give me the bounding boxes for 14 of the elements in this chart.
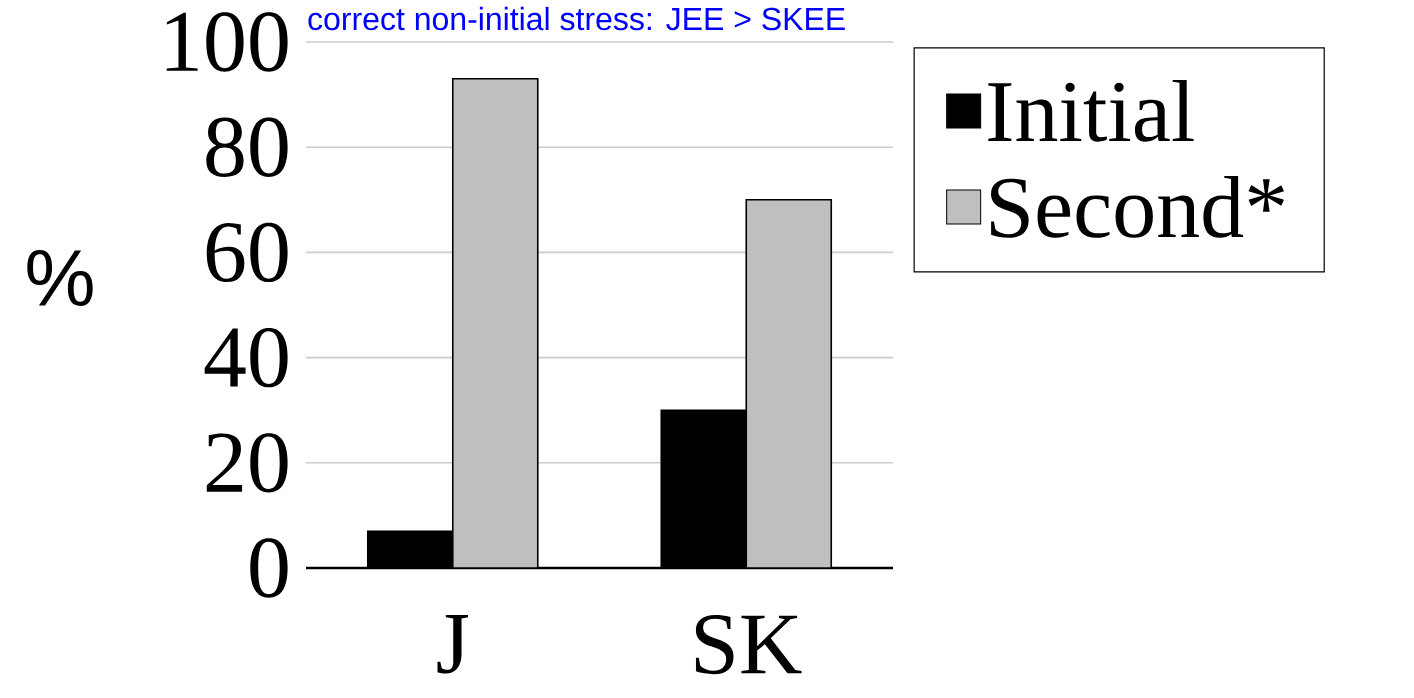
y-axis-title: % [27, 250, 93, 306]
y-tick-label: 20 [206, 433, 288, 493]
legend-label: Second* [991, 175, 1284, 238]
x-tick-label: SK [695, 615, 802, 675]
bar [451, 78, 539, 568]
legend-label: Initial [988, 79, 1194, 142]
y-tick-label: 60 [206, 222, 288, 283]
chart-title: correct non-initial stress: JEE > SKEE [308, 6, 845, 31]
bar [745, 199, 833, 568]
y-tick-label: 100 [166, 12, 288, 72]
y-tick-label: 40 [204, 327, 288, 388]
y-tick-label: 80 [206, 117, 288, 177]
x-tick-label: J [437, 615, 469, 674]
y-tick-label: 0 [250, 538, 288, 598]
